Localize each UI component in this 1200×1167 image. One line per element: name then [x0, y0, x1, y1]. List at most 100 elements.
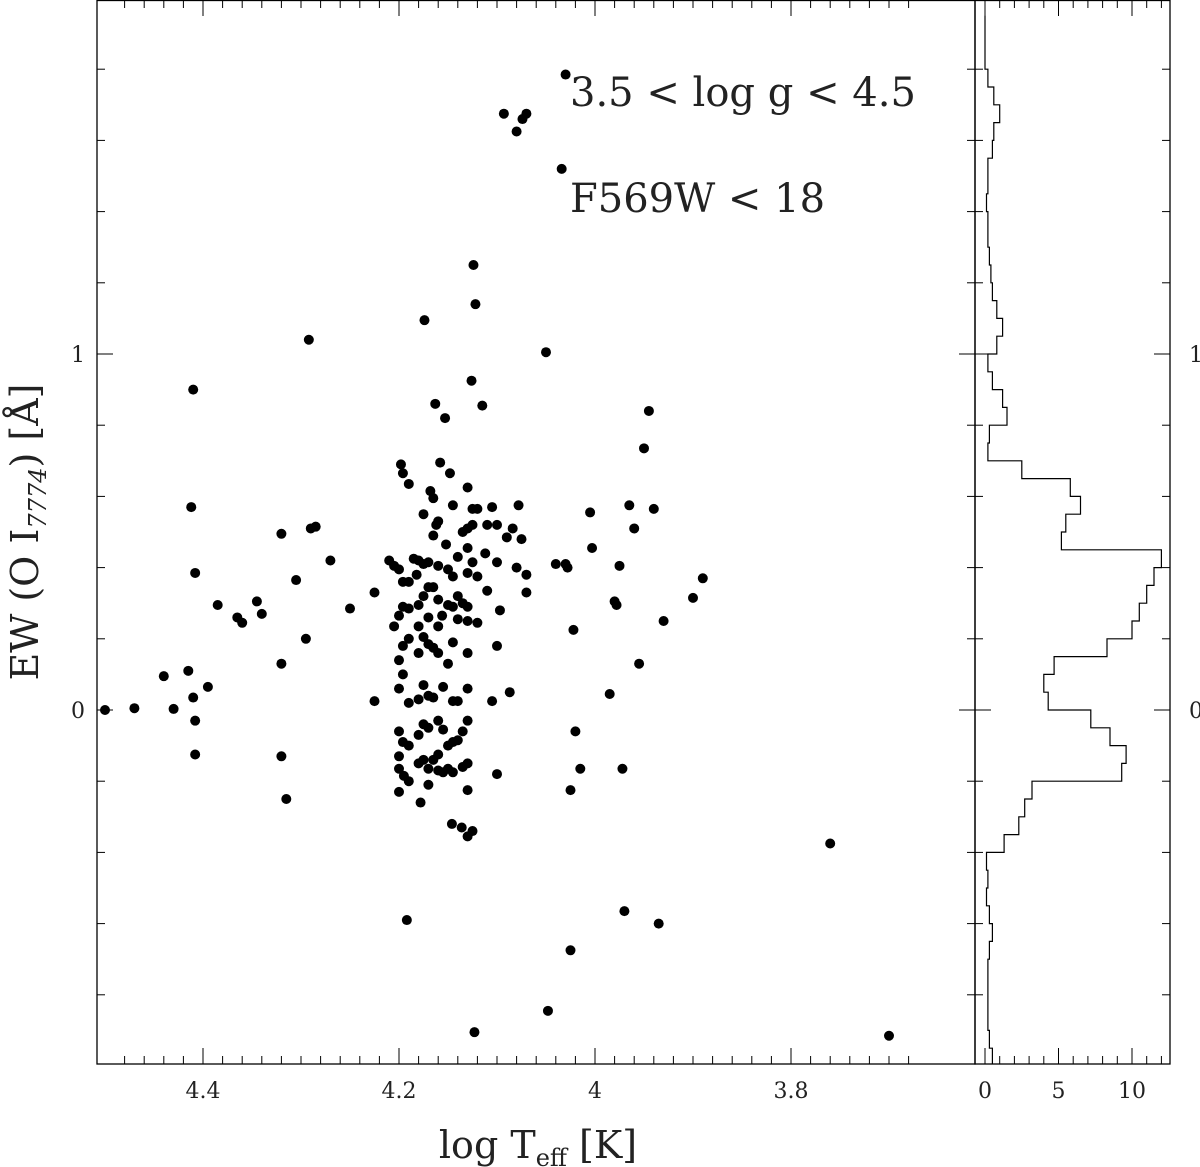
data-point: [276, 751, 287, 762]
data-point: [403, 740, 414, 751]
data-point: [884, 1030, 894, 1041]
y-axis-title-sub: 7774: [24, 467, 52, 528]
data-point: [541, 347, 551, 358]
data-point: [395, 459, 406, 470]
x-tick-label: 4: [588, 1079, 602, 1104]
hist-y-tick-label: 0: [1189, 699, 1200, 724]
data-point: [276, 658, 287, 669]
x-axis-title-sub: eff: [536, 1144, 569, 1167]
data-point: [428, 582, 439, 593]
data-point: [565, 945, 576, 956]
data-point: [482, 585, 493, 596]
data-point: [437, 610, 448, 621]
data-point: [190, 749, 201, 760]
data-point: [511, 126, 522, 137]
data-point: [658, 616, 669, 626]
data-point: [418, 591, 429, 602]
data-point: [413, 729, 424, 740]
data-point: [440, 413, 451, 424]
data-point: [403, 776, 414, 787]
data-point: [550, 559, 561, 570]
data-point: [446, 818, 457, 829]
data-point: [492, 557, 502, 568]
data-point: [565, 785, 576, 796]
data-point: [190, 715, 201, 726]
data-point: [435, 457, 446, 468]
data-point: [443, 564, 453, 575]
data-point: [251, 596, 262, 607]
data-point: [619, 906, 630, 917]
data-point: [477, 400, 488, 411]
data-point: [472, 503, 483, 514]
data-point: [447, 601, 458, 612]
data-point: [444, 468, 455, 479]
data-point: [457, 726, 468, 737]
data-point: [423, 722, 434, 733]
data-point: [452, 735, 463, 746]
data-point: [190, 567, 201, 578]
data-point: [611, 599, 622, 610]
x-tick-label: 3.8: [774, 1079, 809, 1104]
data-point: [462, 683, 473, 694]
data-point: [492, 769, 502, 780]
data-point: [443, 658, 453, 669]
data-point: [394, 683, 404, 694]
data-point: [585, 507, 596, 518]
data-point: [369, 587, 380, 598]
data-point: [403, 697, 414, 708]
data-point: [433, 749, 444, 760]
data-point: [418, 754, 429, 765]
data-point: [423, 763, 434, 774]
data-point: [428, 692, 439, 703]
data-point: [456, 822, 467, 833]
data-point: [403, 603, 414, 614]
data-point: [462, 715, 473, 726]
data-point: [183, 665, 194, 676]
data-point: [394, 655, 404, 666]
data-point: [570, 726, 581, 737]
data-point: [394, 786, 404, 797]
y-tick-label: 0: [71, 699, 85, 724]
data-point: [423, 779, 434, 790]
data-point: [401, 915, 412, 926]
data-point: [168, 703, 179, 714]
data-point: [452, 696, 463, 707]
data-point: [447, 500, 458, 511]
data-point: [423, 612, 434, 623]
data-point: [447, 767, 458, 778]
data-point: [521, 108, 532, 119]
data-point: [430, 398, 441, 409]
data-point: [447, 637, 458, 648]
data-point: [468, 260, 479, 270]
data-point: [418, 509, 429, 520]
data-point: [482, 519, 493, 530]
data-point: [310, 521, 321, 532]
data-point: [212, 599, 223, 610]
data-point: [428, 493, 439, 504]
data-point: [403, 576, 414, 587]
data-point: [397, 669, 408, 680]
data-point: [291, 575, 302, 586]
data-point: [511, 562, 522, 573]
y-axis-title: EW (O I7774) [Å]: [3, 383, 52, 680]
x-tick-label: 4.2: [382, 1079, 417, 1104]
data-point: [325, 555, 336, 566]
x-axis-title-unit: [K]: [567, 1123, 637, 1167]
data-point: [433, 648, 444, 659]
data-point: [433, 560, 444, 571]
x-tick-label: 4.4: [186, 1079, 221, 1104]
data-point: [403, 478, 414, 489]
data-point: [462, 616, 473, 626]
data-point: [411, 569, 422, 580]
data-point: [433, 621, 444, 632]
hist-x-tick-label: 0: [978, 1079, 992, 1104]
data-point: [624, 500, 635, 511]
data-point: [516, 534, 527, 545]
data-point: [462, 601, 473, 612]
data-point: [394, 564, 404, 575]
data-point: [634, 658, 645, 669]
data-point: [129, 703, 140, 714]
data-point: [186, 502, 197, 513]
data-point: [513, 500, 524, 511]
